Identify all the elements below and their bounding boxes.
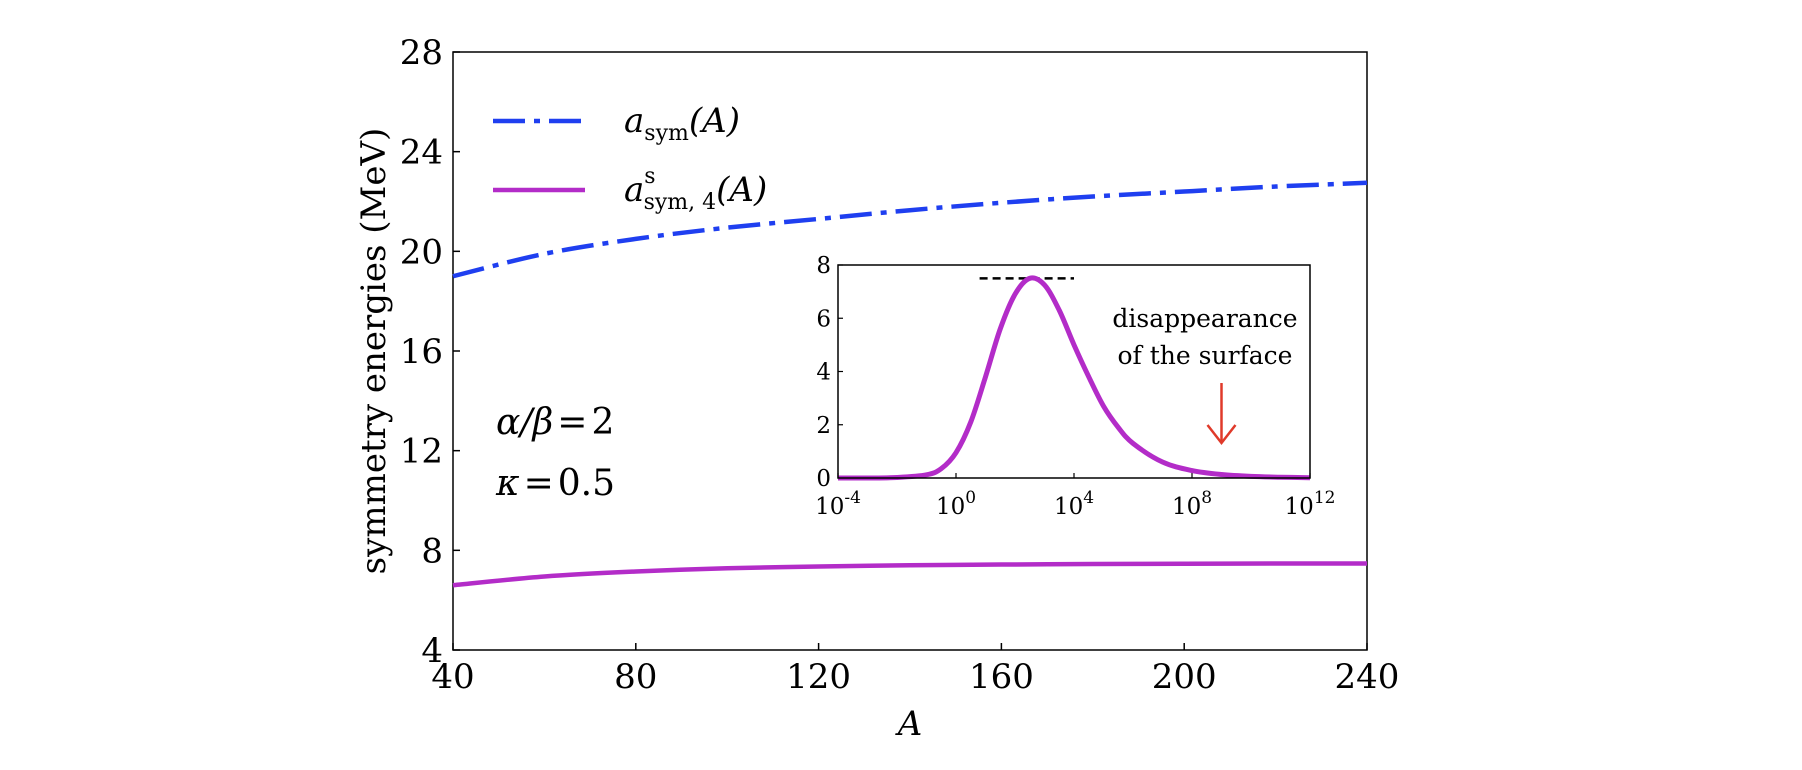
inset-x-tick-label: 1012 (1285, 488, 1336, 520)
param-kappa-rhs: 0.5 (558, 463, 615, 504)
main-series (452, 180, 1368, 588)
inset-x-tick-label: 100 (936, 488, 976, 520)
legend-label-asym4: as sym, 4(A) (624, 164, 767, 215)
legend-label-asym: asym(A) (624, 101, 740, 146)
inset-y-tick-label: 6 (816, 306, 831, 332)
legend-asym4-sup: s (644, 164, 655, 189)
y-axis-title: symmetry energies (MeV) (354, 128, 394, 575)
inset-x-tick-exponent: 8 (1201, 488, 1212, 508)
inset-x-tick-exponent: -4 (844, 488, 861, 508)
series-line-asym4 (452, 561, 1368, 588)
x-axis-title: A (895, 704, 923, 744)
inset-x-tick-base: 10 (1172, 494, 1201, 520)
inset-plot-frame (837, 264, 1311, 479)
down-arrow-icon (1206, 383, 1237, 446)
parameter-annotation: α/β = 2 κ = 0.5 (495, 402, 615, 504)
y-tick-label: 8 (421, 531, 443, 571)
inset-x-tick-base: 10 (1054, 494, 1083, 520)
y-tick-label: 28 (400, 33, 443, 73)
inset-y-tick-label: 2 (816, 413, 831, 439)
param-alpha-beta-lhs: α/β (496, 402, 553, 443)
param-alpha-beta: α/β = 2 (496, 402, 614, 443)
x-tick-label: 240 (1335, 657, 1400, 697)
inset-x-tick-label: 108 (1172, 488, 1212, 520)
y-tick-label: 20 (400, 232, 443, 272)
legend-asym4-sub: sym, 4 (644, 190, 717, 215)
inset-y-tick-label: 0 (816, 466, 831, 492)
arrow-head (1206, 424, 1237, 446)
legend-asym-main: a (624, 101, 644, 141)
inset-annotation-line2: of the surface (1118, 341, 1293, 370)
x-tick-label: 40 (431, 657, 474, 697)
legend: asym(A) as sym, 4(A) (493, 101, 767, 215)
inset-y-tick-label: 4 (816, 360, 831, 386)
param-kappa-eq: = (524, 463, 554, 504)
inset-series (837, 275, 1311, 481)
series-line-asym (452, 180, 1368, 279)
param-kappa-lhs: κ (495, 463, 520, 504)
inset-x-tick-label: 10-4 (815, 488, 861, 520)
inset-y-tick-label: 8 (816, 253, 831, 279)
inset-annotation-line1: disappearance (1112, 304, 1297, 333)
legend-asym-sub: sym (644, 121, 689, 146)
param-alpha-beta-rhs: 2 (591, 402, 614, 443)
inset-x-tick-exponent: 12 (1314, 488, 1336, 508)
inset-x-tick-base: 10 (1285, 494, 1314, 520)
inset-x-tick-exponent: 0 (965, 488, 976, 508)
inset-background (838, 265, 1310, 478)
param-alpha-beta-eq: = (557, 402, 587, 443)
y-tick-label: 24 (400, 133, 443, 173)
x-tick-label: 160 (969, 657, 1034, 697)
y-tick-label: 12 (400, 432, 443, 472)
y-tick-label: 16 (400, 332, 443, 372)
inset-x-tick-label: 104 (1054, 488, 1094, 520)
y-tick-label: 4 (421, 631, 443, 671)
x-tick-label: 120 (786, 657, 851, 697)
inset-x-tick-base: 10 (815, 494, 844, 520)
legend-asym4-main: a (624, 170, 644, 210)
x-tick-label: 80 (614, 657, 657, 697)
legend-asym4-arg: (A) (716, 170, 767, 210)
inset-x-tick-exponent: 4 (1083, 488, 1094, 508)
inset-x-tick-base: 10 (936, 494, 965, 520)
x-tick-label: 200 (1152, 657, 1217, 697)
legend-asym-arg: (A) (689, 101, 740, 141)
inset-series-line (837, 275, 1311, 481)
param-kappa: κ = 0.5 (495, 463, 615, 504)
